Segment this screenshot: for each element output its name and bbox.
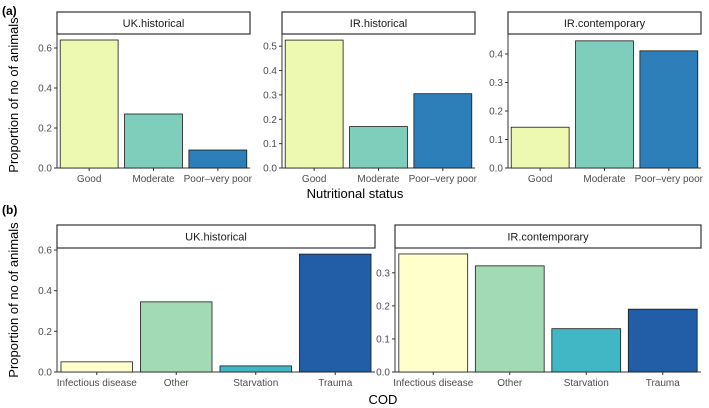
facet-strip-label: IR.historical	[350, 18, 407, 30]
y-axis-title-b: Proportion of no of animals	[6, 222, 21, 378]
bar-moderate	[124, 113, 183, 169]
bar-poor-very-poor	[413, 93, 473, 169]
x-axis-title-a: Nutritional status	[307, 186, 404, 201]
y-tick-label: 0.6	[38, 44, 52, 55]
y-tick-label: 0.0	[489, 164, 503, 175]
facet-5: IR.contemporary 0.0 0.1 0.2 0.3 Infectious di…	[376, 224, 702, 389]
y-tick-label: 0.0	[38, 368, 52, 379]
x-tick-label: Good	[302, 174, 326, 185]
facet-strip	[56, 224, 376, 249]
x-tick-label: Good	[77, 174, 101, 185]
bar-trauma	[627, 308, 698, 373]
facet-4: UK.historical 0.0 0.2 0.4 0.6 Infectious dise…	[38, 224, 376, 389]
bar-infectious-disease	[398, 253, 469, 373]
y-tick-label: 0.3	[489, 78, 503, 89]
bar-other	[140, 301, 213, 373]
y-tick-label: 0.1	[489, 135, 503, 146]
facet-3: IR.contemporary 0.0 0.1 0.2 0.3 0.4 Good Modera…	[489, 11, 704, 185]
bar-poor-very-poor	[639, 50, 699, 169]
bar-poor-very-poor	[188, 149, 248, 169]
y-tick-label: 0.2	[489, 106, 503, 117]
y-tick-label: 0.0	[376, 368, 390, 379]
bar-moderate	[349, 126, 408, 169]
facet-2: IR.historical 0.0 0.1 0.2 0.3 0.4 0.5 Good Moder…	[263, 11, 478, 185]
x-tick-label: Good	[528, 174, 552, 185]
y-tick-label: 0.2	[376, 301, 390, 312]
x-tick-label: Trauma	[646, 378, 681, 389]
y-tick-label: 0.1	[376, 334, 390, 345]
y-tick-label: 0.6	[38, 246, 52, 257]
bar-infectious-disease	[60, 361, 133, 373]
y-tick-label: 0.2	[263, 115, 277, 126]
y-tick-label: 0.2	[38, 327, 52, 338]
y-tick-label: 0.2	[38, 124, 52, 135]
x-tick-label: Infectious disease	[57, 378, 137, 389]
bar-good	[510, 126, 570, 169]
facet-strip-label: UK.historical	[123, 18, 185, 30]
y-tick-label: 0.4	[263, 66, 277, 77]
x-axis-title-b: COD	[369, 392, 398, 407]
y-tick-label: 0.1	[263, 139, 277, 150]
y-tick-label: 0.3	[263, 90, 277, 101]
facet-strip	[394, 224, 702, 249]
facet-strip	[56, 11, 251, 35]
x-tick-label: Moderate	[583, 174, 626, 185]
y-tick-label: 0.3	[376, 268, 390, 279]
bar-starvation	[219, 365, 292, 373]
facet-strip-label: IR.contemporary	[564, 18, 646, 30]
x-tick-label: Other	[164, 378, 190, 389]
x-tick-label: Poor–very poor	[409, 174, 478, 185]
x-tick-label: Other	[497, 378, 523, 389]
y-tick-label: 0.4	[489, 49, 503, 60]
bar-good	[284, 39, 344, 169]
y-tick-label: 0.5	[263, 42, 277, 53]
x-tick-label: Starvation	[233, 378, 278, 389]
y-axis-title-a: Proportion of no of animals	[6, 17, 21, 173]
y-tick-label: 0.4	[38, 84, 52, 95]
bar-good	[59, 39, 119, 169]
bar-starvation	[551, 328, 622, 373]
panel-label-b: (b)	[2, 203, 17, 217]
panel-label-a: (a)	[2, 4, 17, 18]
x-tick-label: Moderate	[357, 174, 400, 185]
bar-other	[474, 265, 545, 373]
facets: UK.historical 0.0 0.2 0.4 0.6 Good Moderate Poo…	[38, 11, 704, 389]
facet-1: UK.historical 0.0 0.2 0.4 0.6 Good Moderate Poo…	[38, 11, 253, 185]
x-tick-label: Trauma	[318, 378, 353, 389]
y-tick-label: 0.0	[263, 164, 277, 175]
y-tick-label: 0.4	[38, 286, 52, 297]
bar-trauma	[299, 253, 372, 373]
y-tick-label: 0.0	[38, 164, 52, 175]
x-tick-label: Poor–very poor	[184, 174, 253, 185]
x-tick-label: Infectious disease	[393, 378, 473, 389]
facet-strip-label: IR.contemporary	[507, 232, 589, 244]
x-tick-label: Poor–very poor	[635, 174, 704, 185]
facet-strip	[507, 11, 702, 35]
facet-strip-label: UK.historical	[185, 232, 247, 244]
x-tick-label: Moderate	[132, 174, 175, 185]
facet-strip	[281, 11, 476, 35]
x-tick-label: Starvation	[564, 378, 609, 389]
bar-moderate	[575, 40, 634, 169]
